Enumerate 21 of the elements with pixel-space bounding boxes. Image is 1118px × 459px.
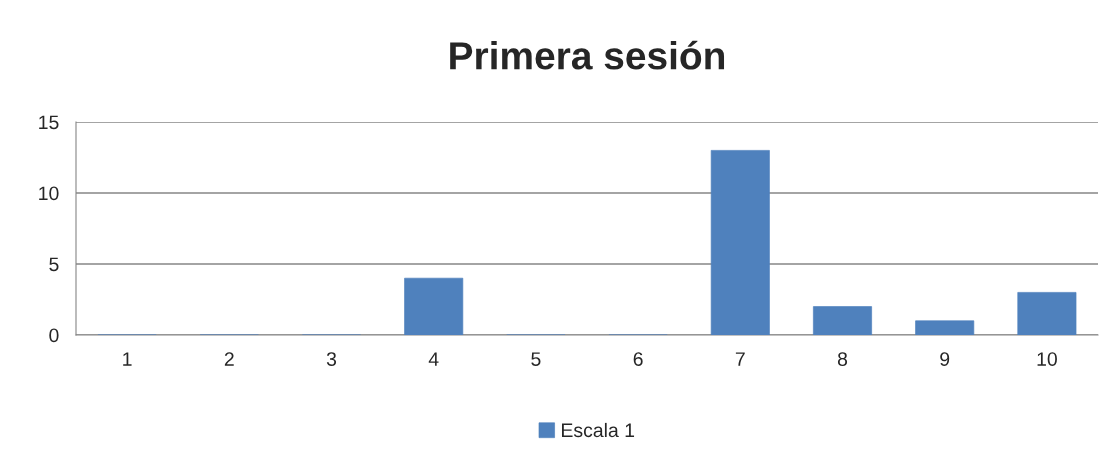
legend-label: Escala 1	[562, 422, 635, 438]
bar	[813, 306, 872, 335]
x-tick-label: 4	[428, 352, 439, 366]
x-tick-label: 3	[326, 352, 337, 366]
x-tick-label: 10	[1037, 352, 1057, 366]
y-tick-label: 0	[49, 328, 59, 343]
x-tick-label: 1	[123, 352, 132, 366]
x-tick-label: 5	[531, 352, 541, 366]
x-tick-label: 8	[837, 352, 848, 366]
bar	[1017, 292, 1077, 335]
x-tick-label: 6	[633, 352, 643, 366]
bar	[710, 150, 770, 335]
y-tick-label: 15	[39, 115, 59, 130]
bar	[404, 277, 464, 335]
x-tick-label: 9	[940, 352, 950, 366]
y-tick-label: 5	[49, 257, 59, 272]
bar	[915, 320, 975, 335]
x-tick-label: 2	[224, 352, 234, 366]
y-tick-label: 10	[39, 186, 59, 201]
x-tick-label: 7	[735, 352, 745, 366]
chart-title: Primera sesión	[450, 40, 725, 70]
